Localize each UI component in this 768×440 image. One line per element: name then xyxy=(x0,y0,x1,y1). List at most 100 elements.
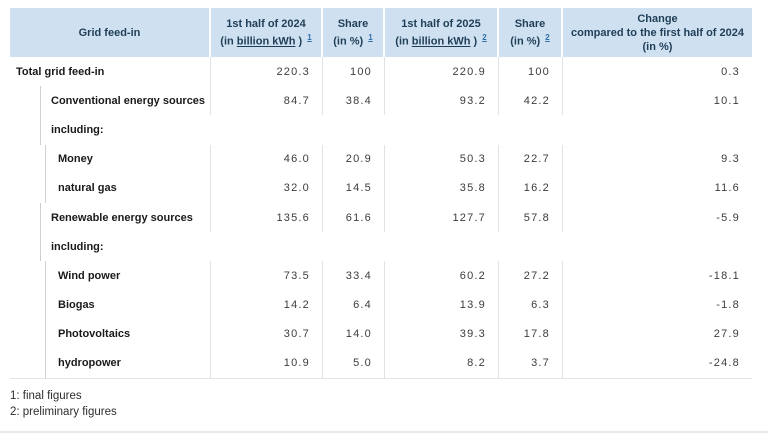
value-change xyxy=(563,115,752,144)
header-line: (in billion kWh ) 1 xyxy=(220,31,311,49)
value-share-2024: 100 xyxy=(323,57,385,87)
value-change xyxy=(563,232,752,261)
value-2025 xyxy=(385,232,499,261)
value-share-2024: 20.9 xyxy=(323,144,385,174)
header-line: compared to the first half of 2024 xyxy=(571,26,744,39)
value-2025: 39.3 xyxy=(385,319,499,349)
row-label: natural gas xyxy=(45,173,210,203)
table-header-row: Grid feed-in 1st half of 2024 (in billio… xyxy=(10,8,752,57)
value-share-2025: 22.7 xyxy=(499,144,563,174)
value-share-2025: 27.2 xyxy=(499,261,563,291)
row-label: Biogas xyxy=(45,290,210,320)
row-label-cell: Money xyxy=(10,144,211,174)
row-label: Photovoltaics xyxy=(45,319,210,349)
row-label-cell: Biogas xyxy=(10,290,211,320)
value-share-2024: 6.4 xyxy=(323,290,385,320)
value-share-2024: 14.5 xyxy=(323,173,385,203)
value-2025: 93.2 xyxy=(385,86,499,116)
value-change: -18.1 xyxy=(708,269,740,282)
footnote-2-link[interactable]: 2 xyxy=(482,32,487,42)
value-share-2024 xyxy=(323,232,385,261)
value-change: -1.8 xyxy=(716,299,740,312)
table-body: Total grid feed-in 220.3 100 220.9 100 0… xyxy=(10,57,752,380)
header-label: Grid feed-in xyxy=(78,26,141,39)
table-row-including: including: xyxy=(10,115,752,145)
value-share-2025: 16.2 xyxy=(499,173,563,203)
footnote-1: 1: final figures xyxy=(10,390,82,403)
value-2025: 13.9 xyxy=(385,290,499,320)
header-line: Share xyxy=(337,17,369,30)
table-row: Renewable energy sources 135.6 61.6 127.… xyxy=(10,202,752,233)
value-2025: 220.9 xyxy=(385,57,499,87)
row-label-cell: including: xyxy=(10,115,211,145)
value-share-2025: 17.8 xyxy=(499,319,563,349)
value-share-2024: 61.6 xyxy=(323,202,385,233)
header-cell-grid-feed-in: Grid feed-in xyxy=(10,8,211,57)
footnote-1-link[interactable]: 1 xyxy=(368,32,373,42)
table-row: Wind power 73.5 33.4 60.2 27.2 -18.1 xyxy=(10,261,752,291)
table-row: natural gas 32.0 14.5 35.8 16.2 11.6 xyxy=(10,173,752,203)
billion-kwh-abbr[interactable]: billion kWh xyxy=(411,35,471,48)
value-2024: 30.7 xyxy=(211,319,323,349)
value-2024: 135.6 xyxy=(211,202,323,233)
value-2024 xyxy=(211,232,323,261)
header-line: 1st half of 2025 xyxy=(401,17,481,30)
value-2024: 14.2 xyxy=(211,290,323,320)
value-2025: 35.8 xyxy=(385,173,499,203)
value-2025: 8.2 xyxy=(385,348,499,379)
value-change: 27.9 xyxy=(713,328,740,341)
header-line: Share xyxy=(514,17,546,30)
table-row: Money 46.0 20.9 50.3 22.7 9.3 xyxy=(10,144,752,174)
value-share-2025: 57.8 xyxy=(499,202,563,233)
value-share-2025: 3.7 xyxy=(499,348,563,379)
value-2024: 220.3 xyxy=(211,57,323,87)
footnote-1-link[interactable]: 1 xyxy=(307,32,312,42)
row-label: Wind power xyxy=(45,261,210,291)
value-2024: 10.9 xyxy=(211,348,323,379)
value-2025: 50.3 xyxy=(385,144,499,174)
row-label-cell: hydropower xyxy=(10,348,211,379)
value-share-2025: 100 xyxy=(499,57,563,87)
header-cell-change: Change compared to the first half of 202… xyxy=(563,8,752,57)
footnote-2: 2: preliminary figures xyxy=(10,406,117,419)
value-share-2024: 33.4 xyxy=(323,261,385,291)
header-line: (in %) xyxy=(642,40,673,53)
value-change: -5.9 xyxy=(716,211,740,224)
row-label-cell: natural gas xyxy=(10,173,211,203)
value-share-2025: 42.2 xyxy=(499,86,563,116)
header-line: (in %) 2 xyxy=(510,31,549,49)
value-2024 xyxy=(211,115,323,144)
row-label-cell: Conventional energy sources xyxy=(10,86,211,116)
billion-kwh-abbr[interactable]: billion kWh xyxy=(236,35,296,48)
row-label: Money xyxy=(45,144,210,174)
value-change: 11.6 xyxy=(714,182,740,195)
value-2025: 60.2 xyxy=(385,261,499,291)
value-share-2025 xyxy=(499,232,563,261)
table-row: Conventional energy sources 84.7 38.4 93… xyxy=(10,86,752,116)
value-share-2024 xyxy=(323,115,385,144)
row-label-cell: Renewable energy sources xyxy=(10,202,211,233)
row-label: Total grid feed-in xyxy=(16,65,105,78)
footnote-2-link[interactable]: 2 xyxy=(545,32,550,42)
value-2024: 84.7 xyxy=(211,86,323,116)
value-2025: 127.7 xyxy=(385,202,499,233)
row-label: including: xyxy=(40,232,211,262)
header-text: ) xyxy=(295,35,306,48)
header-text: (in %) xyxy=(510,35,544,48)
header-line: (in %) 1 xyxy=(333,31,372,49)
value-2025 xyxy=(385,115,499,144)
footnotes: 1: final figures 2: preliminary figures xyxy=(10,388,768,420)
value-share-2024: 5.0 xyxy=(323,348,385,379)
value-change: 9.3 xyxy=(721,153,740,166)
row-label: including: xyxy=(40,115,211,145)
value-2024: 46.0 xyxy=(211,144,323,174)
header-line: (in billion kWh ) 2 xyxy=(395,31,486,49)
header-line: 1st half of 2024 xyxy=(226,17,306,30)
header-text: (in xyxy=(220,35,237,48)
row-label: Conventional energy sources xyxy=(40,86,210,116)
row-label-cell: Wind power xyxy=(10,261,211,291)
value-share-2025: 6.3 xyxy=(499,290,563,320)
table-row: hydropower 10.9 5.0 8.2 3.7 -24.8 xyxy=(10,348,752,379)
table-row-including: including: xyxy=(10,232,752,262)
value-2024: 73.5 xyxy=(211,261,323,291)
